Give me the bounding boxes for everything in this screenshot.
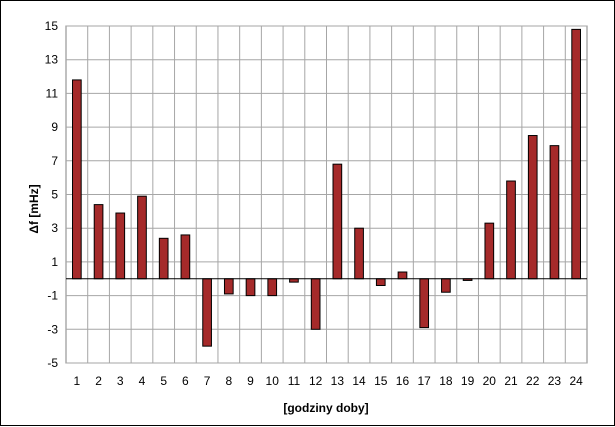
bar-hour-14 (354, 227, 364, 280)
y-axis-title: Δf [mHz] (27, 184, 41, 233)
x-tick-label: 13 (331, 374, 345, 388)
x-tick-label: 14 (352, 374, 366, 388)
y-tick-label: 13 (45, 53, 59, 67)
bar-hour-8 (223, 278, 234, 295)
x-tick-label: 6 (182, 374, 189, 388)
y-tick-label: -1 (47, 289, 58, 303)
y-tick-label: -3 (47, 322, 58, 336)
bar-hour-9 (245, 278, 256, 297)
y-tick-label: 15 (45, 19, 59, 33)
x-tick-label: 24 (569, 374, 583, 388)
x-axis-title: [godziny doby] (283, 401, 368, 415)
x-tick-label: 9 (247, 374, 254, 388)
bar-hour-11 (289, 278, 299, 283)
x-tick-label: 15 (374, 374, 388, 388)
x-tick-label: 16 (396, 374, 410, 388)
y-tick-label: 5 (51, 188, 58, 202)
bar-hour-12 (310, 278, 321, 330)
gridlines (66, 25, 587, 364)
x-tick-label: 10 (266, 374, 280, 388)
bar-hour-5 (158, 237, 169, 280)
bar-hour-17 (419, 278, 430, 329)
x-tick-label: 1 (74, 374, 81, 388)
bar-hour-22 (527, 135, 538, 280)
x-tick-label: 12 (309, 374, 323, 388)
x-tick-labels: 1 2 3 4 5 6 7 8 9 10 11 12 13 14 15 16 17 18 19 20 21 22 23 24 (74, 374, 584, 388)
x-tick-label: 23 (548, 374, 562, 388)
bar-hour-23 (549, 145, 560, 280)
y-tick-label: 9 (51, 120, 58, 134)
y-tick-label: 1 (51, 255, 58, 269)
x-tick-label: 18 (439, 374, 453, 388)
x-tick-label: 3 (117, 374, 124, 388)
x-tick-label: 22 (526, 374, 540, 388)
x-tick-label: 19 (461, 374, 475, 388)
bar-hour-2 (93, 204, 104, 280)
x-tick-label: 11 (288, 374, 301, 388)
x-tick-label: 8 (225, 374, 232, 388)
x-tick-label: 17 (418, 374, 432, 388)
y-tick-label: -5 (47, 356, 58, 370)
bar-hour-20 (484, 222, 495, 280)
x-tick-label: 5 (160, 374, 167, 388)
bar-hour-21 (506, 180, 516, 280)
bar-hour-1 (72, 79, 82, 280)
bar-series (72, 28, 581, 347)
y-tick-label: 3 (51, 221, 58, 235)
bar-hour-6 (180, 234, 191, 280)
bar-hour-3 (115, 212, 126, 280)
x-tick-label: 4 (139, 374, 146, 388)
bar-hour-18 (441, 278, 451, 293)
bar-hour-16 (397, 271, 408, 280)
x-tick-label: 7 (204, 374, 211, 388)
y-tick-label: 11 (46, 86, 59, 100)
bar-hour-10 (267, 278, 278, 297)
bar-hour-15 (375, 278, 386, 286)
x-tick-label: 21 (504, 374, 518, 388)
y-tick-label: 7 (51, 154, 58, 168)
bar-hour-4 (137, 195, 147, 280)
x-tick-label: 20 (483, 374, 497, 388)
bar-hour-24 (571, 28, 581, 280)
bar-hour-13 (332, 163, 343, 280)
bar-hour-7 (202, 278, 212, 347)
x-tick-label: 2 (95, 374, 102, 388)
